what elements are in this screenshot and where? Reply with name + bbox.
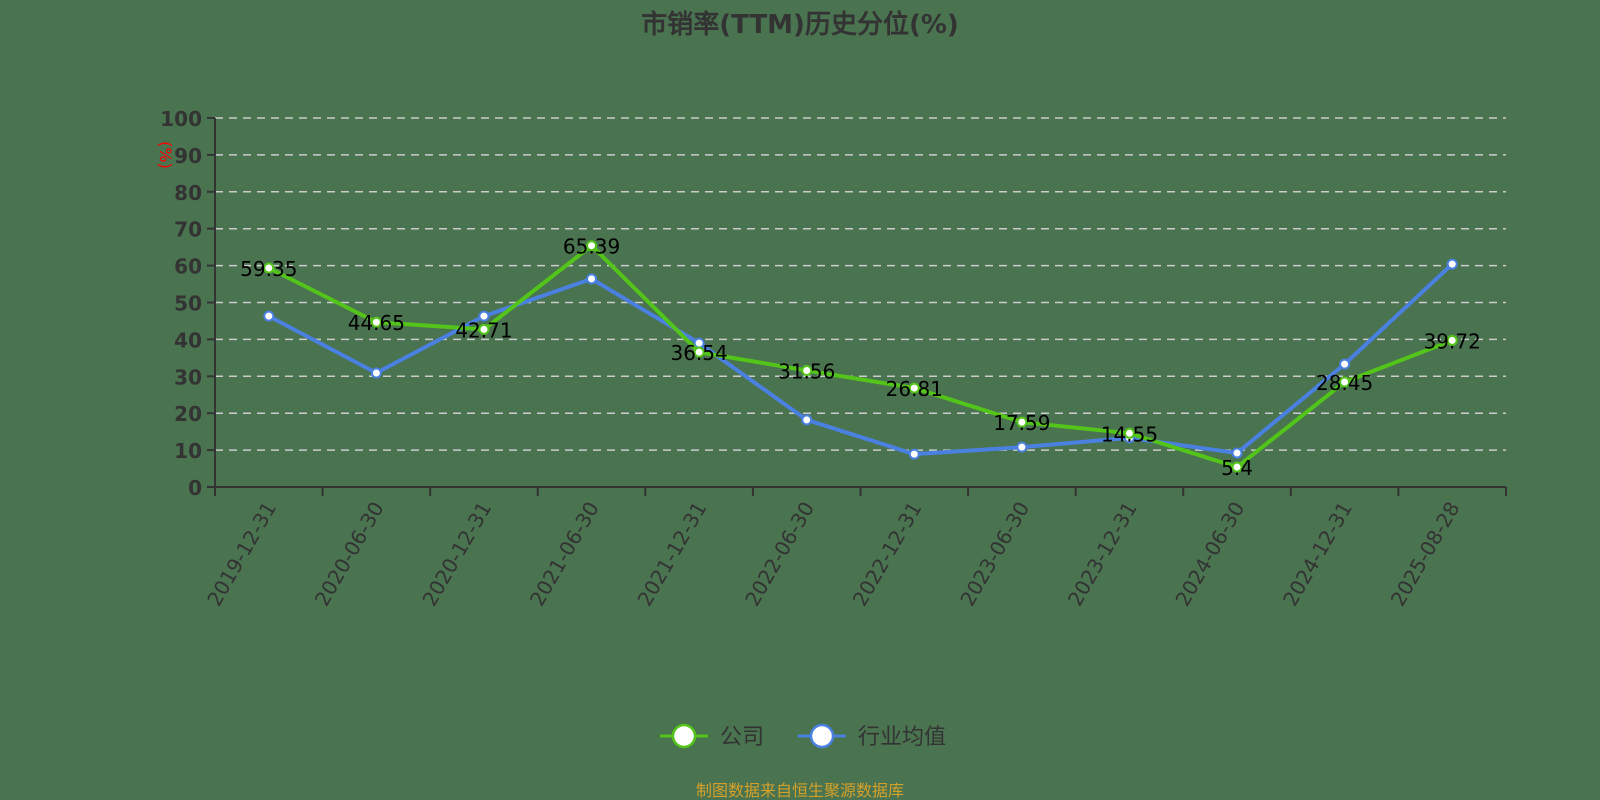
- series-line: [267, 262, 1454, 457]
- legend-label: 公司: [720, 725, 764, 750]
- data-label: 44.65: [348, 311, 405, 335]
- data-point[interactable]: [1016, 441, 1028, 453]
- series-lines: [263, 240, 1458, 473]
- data-label: 42.71: [455, 318, 512, 342]
- y-axis-unit-label: (%): [156, 141, 175, 169]
- data-point[interactable]: [1339, 376, 1351, 388]
- series-company: [263, 240, 1458, 473]
- y-tick-label: 0: [188, 476, 202, 500]
- y-tick-label: 60: [174, 255, 202, 279]
- data-point[interactable]: [1446, 258, 1458, 270]
- x-tick-label: 2024-12-31: [1278, 498, 1357, 611]
- data-point[interactable]: [1231, 447, 1243, 459]
- y-tick-label: 10: [174, 439, 202, 463]
- data-label: 5.4: [1221, 456, 1253, 480]
- data-point[interactable]: [586, 273, 598, 285]
- series-line: [267, 243, 1453, 470]
- legend-marker-icon: [671, 723, 697, 749]
- data-point[interactable]: [370, 316, 382, 328]
- legend-item-industry-average[interactable]: 行业均值: [798, 723, 946, 750]
- y-tick-label: 20: [174, 402, 202, 426]
- y-tick-label: 50: [174, 292, 202, 316]
- x-tick-label: 2023-12-31: [1063, 498, 1142, 611]
- data-label: 14.55: [1101, 422, 1158, 446]
- data-point[interactable]: [263, 310, 275, 322]
- data-point[interactable]: [801, 414, 813, 426]
- x-tick-label: 2022-12-31: [848, 498, 927, 611]
- data-label: 31.56: [778, 360, 835, 384]
- data-point[interactable]: [801, 365, 813, 377]
- x-tick-label: 2019-12-31: [202, 498, 281, 611]
- y-tick-label: 90: [174, 144, 202, 168]
- data-point[interactable]: [1231, 461, 1243, 473]
- data-label: 17.59: [993, 411, 1050, 435]
- y-tick-label: 100: [160, 107, 202, 131]
- x-tick-label: 2022-06-30: [740, 498, 819, 611]
- data-point[interactable]: [1339, 358, 1351, 370]
- x-tick-label: 2021-12-31: [633, 498, 712, 611]
- series-industry-average: [263, 258, 1458, 460]
- chart-title: 市销率(TTM)历史分位(%): [641, 9, 959, 40]
- data-point[interactable]: [586, 240, 598, 252]
- x-tick-label: 2024-06-30: [1170, 498, 1249, 611]
- data-point[interactable]: [263, 262, 275, 274]
- data-point[interactable]: [908, 382, 920, 394]
- y-tick-label: 40: [174, 328, 202, 352]
- data-label: 59.35: [240, 257, 297, 281]
- data-label: 39.72: [1424, 329, 1481, 353]
- y-tick-label: 30: [174, 365, 202, 389]
- data-point[interactable]: [693, 346, 705, 358]
- data-label: 65.39: [563, 235, 620, 259]
- data-labels: 59.35 44.65 42.71 65.39 36.54 31.56 26.81 17.59…: [240, 235, 1481, 480]
- grid-lines: [215, 117, 1506, 451]
- y-axis: 0 10 20 30 40 50 60 70 80 90 100: [160, 107, 216, 500]
- x-axis: 2019-12-31 2020-06-30 2020-12-31 2021-06-30…: [202, 486, 1507, 611]
- data-point[interactable]: [478, 310, 490, 322]
- data-point[interactable]: [1446, 334, 1458, 346]
- data-label: 36.54: [670, 341, 727, 365]
- data-point[interactable]: [908, 448, 920, 460]
- data-point[interactable]: [1016, 416, 1028, 428]
- legend-label: 行业均值: [858, 725, 946, 750]
- data-point[interactable]: [370, 367, 382, 379]
- data-point[interactable]: [1123, 427, 1135, 439]
- data-point[interactable]: [478, 323, 490, 335]
- y-tick-label: 70: [174, 218, 202, 242]
- legend-item-company[interactable]: 公司: [660, 723, 764, 750]
- y-tick-label: 80: [174, 181, 202, 205]
- x-tick-label: 2025-08-28: [1386, 498, 1465, 611]
- source-note: 制图数据来自恒生聚源数据库: [696, 781, 904, 800]
- x-tick-label: 2020-12-31: [417, 498, 496, 611]
- data-label: 28.45: [1316, 371, 1373, 395]
- x-tick-label: 2020-06-30: [310, 498, 389, 611]
- x-tick-label: 2023-06-30: [955, 498, 1034, 611]
- legend-marker-icon: [809, 723, 835, 749]
- data-label: 26.81: [886, 377, 943, 401]
- legend[interactable]: 公司 行业均值: [660, 723, 946, 750]
- x-tick-label: 2021-06-30: [525, 498, 604, 611]
